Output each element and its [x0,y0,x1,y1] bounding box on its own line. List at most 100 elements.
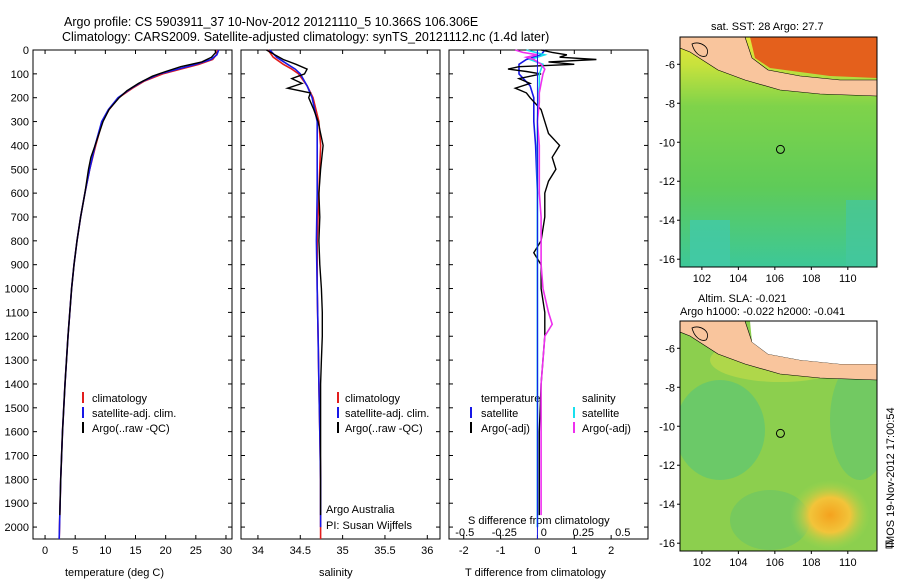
map-x-tick-label: 108 [802,557,820,569]
x-tick-label: 15 [129,545,141,557]
legend-climatology-label: climatology [92,393,148,405]
y-tick-label: 800 [11,236,29,248]
x-tick-label: 0 [42,545,48,557]
y-tick-label: 1600 [5,427,29,439]
y-tick-label: 1700 [5,451,29,463]
x-tick-label: 10 [99,545,111,557]
y-tick-label: 2000 [5,522,29,534]
s-tick-label: -0.5 [455,527,474,539]
sst-warm-north [750,37,877,78]
x-tick-label: -1 [496,545,506,557]
x-tick-label: 30 [220,545,232,557]
sla-map: Altim. SLA: -0.021 Argo h1000: -0.022 h2… [679,293,878,552]
y-tick-label: 500 [11,164,29,176]
difference-xlabel: T difference from climatology [465,567,606,579]
salinity-legend: climatology satellite-adj. clim. Argo(..… [337,392,429,435]
map-x-tick-label: 106 [766,557,784,569]
map-x-tick-label: 106 [766,273,784,285]
legend-s-satellite-swatch [573,407,575,418]
y-tick-label: 100 [11,69,29,81]
legend-s-argo-label: Argo(-adj) [582,423,631,435]
imos-timestamp: IMOS 19-Nov-2012 17:00:54 [885,407,897,548]
x-tick-label: 35.5 [374,545,395,557]
difference-legend: temperature satellite Argo(-adj) salinit… [470,393,631,435]
series-line-argo-raw-qc- [266,49,324,516]
y-tick-label: 300 [11,117,29,129]
y-tick-label: 1500 [5,403,29,415]
series-line-salinity-satellite [526,49,548,528]
map-y-tick-label: -16 [659,538,675,550]
s-tick-label: -0.25 [492,527,517,539]
sst-map: sat. SST: 28 Argo: 27.7 [679,21,878,268]
legend-salinity-heading: salinity [582,393,616,405]
legend-t-satellite-swatch [470,407,472,418]
map-y-tick-label: -8 [665,98,675,110]
sla-map-frame [679,320,878,552]
sst-cool-patch-east [846,200,877,267]
map-y-tick-label: -8 [665,382,675,394]
sla-high-south [790,480,870,550]
y-tick-label: 0 [23,45,29,57]
salinity-annotation-line-2: PI: Susan Wijffels [326,520,412,532]
sla-island [691,326,708,341]
map-x-tick-label: 102 [693,557,711,569]
series-line-argo-raw-qc- [59,49,217,516]
map-y-tick-label: -10 [659,421,675,433]
legend-argo-label: Argo(..raw -QC) [92,423,170,435]
salinity-annotation-line-1: Argo Australia [326,504,395,516]
s-tick-label: 0 [541,527,547,539]
x-tick-label: 34 [252,545,264,557]
legend-satellite-swatch [337,407,339,418]
sla-low-west [680,380,765,480]
temperature-legend: climatology satellite-adj. clim. Argo(..… [82,392,176,435]
legend-satellite-label: satellite-adj. clim. [92,408,176,420]
x-tick-label: 34.5 [290,545,311,557]
figure-title-line-1: Argo profile: CS 5903911_37 10-Nov-2012 … [64,15,478,29]
y-tick-label: 1300 [5,355,29,367]
x-tick-label: 2 [608,545,614,557]
map-y-tick-label: -6 [665,59,675,71]
legend-argo-swatch [337,422,339,433]
sst-map-frame [679,36,878,268]
salinity-xlabel: salinity [319,567,353,579]
series-line-climatology [58,49,219,540]
sla-low-south [730,490,810,550]
map-y-tick-label: -14 [659,499,675,511]
y-tick-label: 1100 [5,307,29,319]
x-tick-label: 36 [421,545,433,557]
legend-climatology-swatch [82,392,84,403]
s-tick-label: 0.5 [615,527,630,539]
y-tick-label: 700 [11,212,29,224]
sst-land-java [680,37,877,97]
legend-satellite-swatch [82,407,84,418]
map-y-tick-label: -10 [659,137,675,149]
x-tick-label: 0 [534,545,540,557]
legend-satellite-label: satellite-adj. clim. [345,408,429,420]
sla-map-title-line-1: Altim. SLA: -0.021 [698,293,787,305]
y-tick-label: 1200 [5,331,29,343]
x-tick-label: 1 [571,545,577,557]
legend-s-satellite-label: satellite [582,408,619,420]
series-line-salinity-argo-adj- [515,49,554,516]
map-x-tick-label: 110 [839,557,857,569]
y-tick-label: 1000 [5,284,29,296]
legend-s-argo-swatch [573,422,575,433]
y-tick-label: 900 [11,260,29,272]
sla-argo-location-marker [775,428,785,438]
map-x-tick-label: 104 [729,273,747,285]
map-x-tick-label: 104 [729,557,747,569]
chart-marks: 0 5 10 15 20 25 300100200300400500600700800900… [5,45,857,569]
legend-t-satellite-label: satellite [481,408,518,420]
y-tick-label: 1400 [5,379,29,391]
legend-t-argo-swatch [470,422,472,433]
imos-logo-box [885,540,893,549]
series-line-climatology [267,49,322,539]
sst-argo-location-marker [775,144,785,154]
y-tick-label: 1800 [5,474,29,486]
x-tick-label: 20 [160,545,172,557]
sla-low-east [830,360,877,480]
y-tick-label: 600 [11,188,29,200]
temperature-panel [32,49,233,540]
y-tick-label: 1900 [5,498,29,510]
